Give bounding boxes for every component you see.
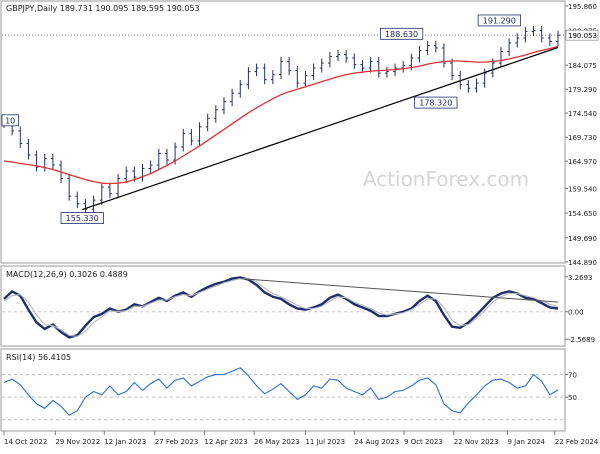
y-tick-label: 195.860 <box>568 3 597 11</box>
x-tick-label: 9 Oct 2023 <box>404 438 443 446</box>
price-panel-title: GBPJPY,Daily 189.731 190.095 189.595 190… <box>6 4 200 13</box>
price-annotation-box <box>379 27 424 40</box>
macd-line <box>3 276 559 339</box>
x-tick-label: 12 Jan 2023 <box>104 438 146 446</box>
y-tick-label: -2.5689 <box>568 336 595 344</box>
x-tick-label: 12 Apr 2023 <box>204 438 247 446</box>
y-tick-label: 3.2693 <box>568 274 593 282</box>
price-annotation-label: 10 <box>5 116 15 125</box>
price-annotation-box <box>60 212 104 224</box>
macd-panel-title: MACD(12,26,9) 0.3026 0.4889 <box>6 270 128 279</box>
y-tick-label: 174.540 <box>568 110 597 118</box>
x-tick-label: 9 Jan 2024 <box>507 438 545 446</box>
x-tick-label: 22 Feb 2024 <box>555 438 599 446</box>
x-tick-label: 26 May 2023 <box>254 438 300 446</box>
y-tick-label: 144.890 <box>568 259 597 267</box>
x-tick-label: 11 Jul 2023 <box>305 438 345 446</box>
price-annotation-label: 178.320 <box>419 99 452 108</box>
price-annotation-box <box>1 114 19 127</box>
x-tick-label: 27 Feb 2023 <box>155 438 199 446</box>
price-annotation-label: 188.630 <box>385 30 418 39</box>
y-tick-label: 0.00 <box>568 309 584 317</box>
current-value-label: 190.053 <box>568 32 597 40</box>
x-tick-label: 14 Oct 2022 <box>4 438 47 446</box>
rsi-line <box>3 367 559 416</box>
x-tick-label: 29 Nov 2022 <box>55 438 100 446</box>
y-tick-label: 184.075 <box>568 62 597 70</box>
y-tick-label: 159.540 <box>568 185 597 193</box>
y-tick-label: 169.730 <box>568 134 597 142</box>
macd-trendline <box>240 278 559 303</box>
rsi-panel-frame <box>0 348 566 432</box>
price-annotation-label: 155.330 <box>66 214 99 223</box>
y-tick-label: 70 <box>568 372 577 380</box>
y-tick-label: 179.290 <box>568 86 597 94</box>
watermark: ActionForex.com <box>363 167 529 191</box>
y-tick-label: 164.970 <box>568 158 597 166</box>
rsi-panel-title: RSI(14) 56.4105 <box>6 353 71 362</box>
price-annotation-box <box>414 96 458 109</box>
x-tick-label: 22 Nov 2023 <box>454 438 499 446</box>
y-tick-label: 154.650 <box>568 210 597 218</box>
plot-layer: 195.860190.975184.075179.290174.540169.7… <box>1 3 599 446</box>
current-value-box <box>565 29 599 41</box>
price-annotation-label: 191.290 <box>483 16 516 25</box>
moving-average-line <box>3 45 559 185</box>
macd-panel-frame <box>0 265 566 347</box>
y-tick-label: 50 <box>568 394 577 402</box>
x-tick-label: 24 Aug 2023 <box>354 438 399 446</box>
y-tick-label: 149.690 <box>568 235 597 243</box>
support-trendline <box>82 46 559 211</box>
price-panel-frame <box>0 0 566 264</box>
price-annotation-box <box>477 14 521 27</box>
macd-signal-line <box>3 278 559 337</box>
